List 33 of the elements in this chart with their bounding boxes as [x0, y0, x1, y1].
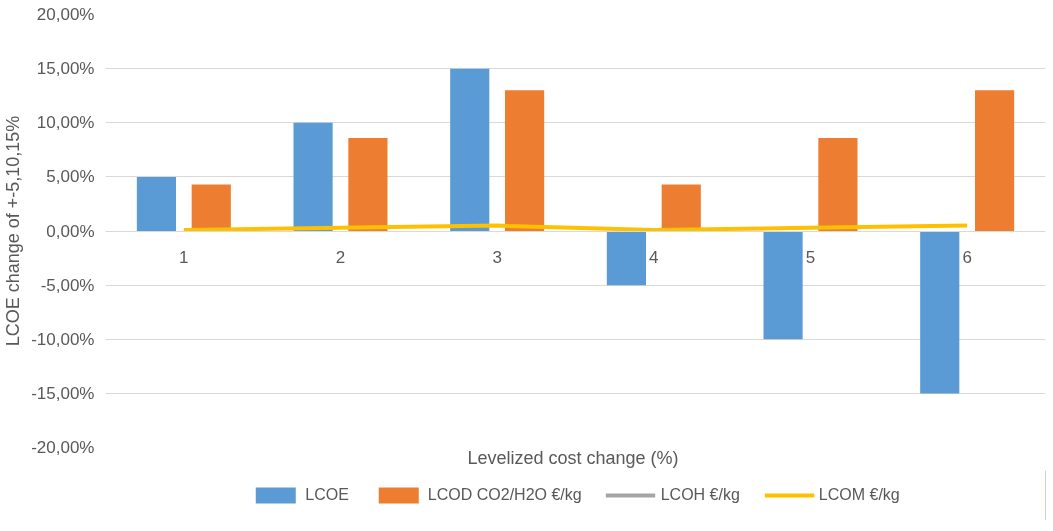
- x-axis-title: Levelized cost change (%): [467, 447, 679, 468]
- bar: [450, 68, 490, 231]
- y-tick-label: 0,00%: [46, 221, 95, 241]
- y-tick-label: -15,00%: [31, 383, 95, 403]
- x-tick-label: 2: [335, 248, 346, 267]
- bar: [818, 137, 858, 231]
- legend-label: LCOH €/kg: [660, 486, 740, 504]
- bar: [763, 231, 803, 340]
- bar: [975, 90, 1015, 231]
- bar: [348, 137, 388, 231]
- x-tick-label: 4: [649, 248, 659, 267]
- legend-label: LCOE: [305, 486, 349, 504]
- y-tick-label: 20,00%: [36, 5, 95, 24]
- y-axis-title: LCOE change of +-5,10,15%: [3, 115, 24, 347]
- x-tick-label: 6: [962, 248, 972, 267]
- x-tick-label: 1: [179, 248, 189, 267]
- bar: [293, 122, 333, 231]
- y-tick-label: 5,00%: [46, 167, 95, 187]
- legend-label: LCOD CO2/H2O €/kg: [427, 486, 582, 504]
- y-tick-label: -10,00%: [31, 329, 95, 349]
- bar: [505, 90, 545, 231]
- x-tick-label: 5: [805, 248, 816, 267]
- bar: [136, 176, 176, 231]
- y-tick-label: 15,00%: [36, 59, 95, 79]
- x-tick-label: 3: [492, 248, 502, 267]
- y-tick-label: 10,00%: [36, 113, 95, 133]
- bar: [191, 184, 231, 231]
- bar: [920, 231, 960, 394]
- bar: [661, 184, 701, 231]
- bar: [606, 231, 646, 286]
- y-tick-label: -20,00%: [31, 438, 95, 457]
- y-tick-label: -5,00%: [40, 275, 95, 295]
- legend-label: LCOM €/kg: [818, 486, 900, 504]
